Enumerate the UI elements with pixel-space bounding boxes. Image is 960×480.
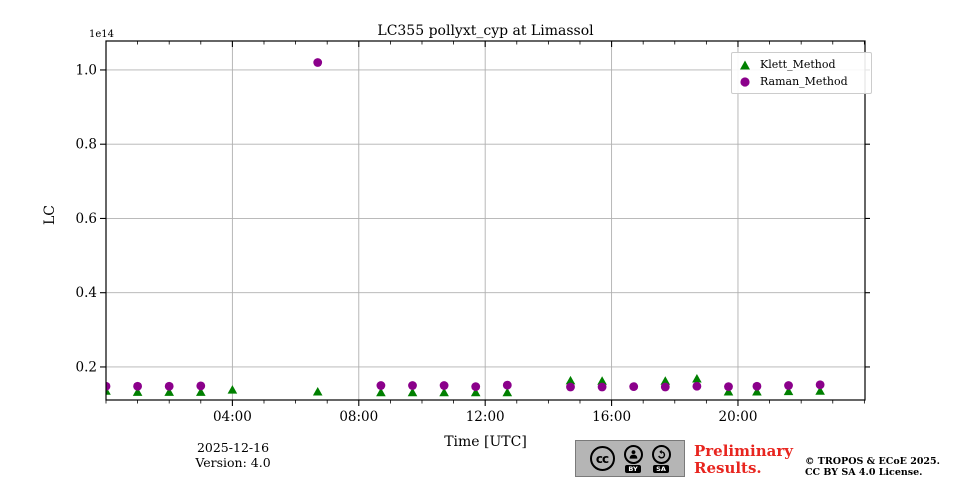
- klett-point: [227, 385, 238, 394]
- klett-point: [312, 387, 323, 396]
- x-tick-label: 20:00: [719, 409, 758, 425]
- raman-point: [784, 381, 793, 390]
- x-tick-label: 16:00: [592, 409, 631, 425]
- klett-point: [439, 387, 449, 397]
- circle-marker-icon: [740, 76, 750, 87]
- cc-by-group: BY: [623, 444, 643, 473]
- axes-spines: [105, 40, 866, 401]
- raman-point: [815, 380, 825, 390]
- triangle-marker-icon: [740, 60, 750, 69]
- klett-point: [815, 386, 825, 395]
- raman-point: [502, 380, 512, 390]
- raman-point: [439, 381, 449, 390]
- cc-license-badge[interactable]: cc BY SA: [575, 440, 685, 477]
- cc-logo-circle: cc: [589, 446, 615, 471]
- legend-label-klett: Klett_Method: [760, 58, 836, 71]
- klett-point: [376, 387, 386, 397]
- klett-point: [752, 387, 762, 396]
- copyright-line2: CC BY SA 4.0 License.: [805, 467, 923, 478]
- klett-point: [597, 376, 607, 385]
- raman-point: [566, 382, 575, 392]
- version-text: Version: 4.0: [195, 455, 271, 470]
- x-tick-label: 12:00: [466, 409, 505, 425]
- klett-point: [783, 386, 794, 396]
- raman-point: [196, 381, 206, 391]
- y-tick-label: 0.6: [76, 211, 97, 227]
- y-tick-label: 0.2: [76, 359, 97, 375]
- x-tick-label: 04:00: [213, 409, 252, 425]
- klett-point: [502, 387, 513, 397]
- raman-point: [133, 381, 142, 391]
- raman-point: [724, 382, 733, 392]
- cc-sa-group: SA: [651, 444, 671, 473]
- raman-point: [692, 381, 702, 391]
- legend-label-raman: Raman_Method: [760, 75, 848, 88]
- raman-point: [408, 381, 417, 390]
- cc-icon: cc: [589, 446, 615, 471]
- legend-item-raman: Raman_Method: [739, 75, 863, 88]
- klett-point: [470, 387, 481, 397]
- klett-point: [723, 387, 734, 396]
- copyright-text: © TROPOS & ECoE 2025. CC BY SA 4.0 Licen…: [805, 456, 940, 478]
- klett-point: [195, 387, 206, 396]
- by-label: BY: [625, 464, 641, 473]
- data-points: [106, 58, 825, 397]
- y-axis-offset-label: 1e14: [89, 29, 115, 40]
- sa-label: SA: [653, 464, 669, 473]
- raman-point: [164, 381, 174, 391]
- raman-point: [660, 382, 670, 392]
- raman-point: [106, 381, 111, 391]
- raman-point: [313, 58, 323, 67]
- y-tick-label: 1.0: [76, 62, 97, 78]
- x-axis-label: Time [UTC]: [444, 434, 527, 450]
- klett-point: [565, 375, 576, 385]
- person-icon: [623, 444, 643, 464]
- date-text: 2025-12-16: [196, 440, 270, 455]
- legend-item-klett: Klett_Method: [739, 58, 863, 71]
- legend: Klett_Method Raman_Method: [731, 52, 872, 94]
- preliminary-line2: Results.: [694, 459, 762, 477]
- klett-point: [164, 387, 174, 396]
- raman-point: [471, 382, 481, 392]
- raman-point: [376, 381, 386, 390]
- raman-point: [597, 382, 607, 392]
- y-tick-label: 0.4: [76, 285, 97, 301]
- preliminary-line1: Preliminary: [694, 442, 793, 460]
- copyright-line1: © TROPOS & ECoE 2025.: [805, 456, 940, 467]
- footer-date-version: 2025-12-16 Version: 4.0: [168, 440, 298, 470]
- klett-point: [407, 387, 418, 397]
- raman-point: [629, 382, 639, 392]
- preliminary-results-text: Preliminary Results.: [694, 443, 793, 477]
- raman-point: [752, 381, 762, 391]
- x-tick-label: 08:00: [339, 409, 378, 425]
- klett-point: [132, 387, 143, 396]
- share-alike-icon: [651, 444, 671, 464]
- klett-point: [660, 376, 671, 385]
- klett-point: [692, 374, 702, 383]
- chart-title: LC355 pollyxt_cyp at Limassol: [377, 23, 594, 39]
- y-tick-label: 0.8: [76, 137, 97, 153]
